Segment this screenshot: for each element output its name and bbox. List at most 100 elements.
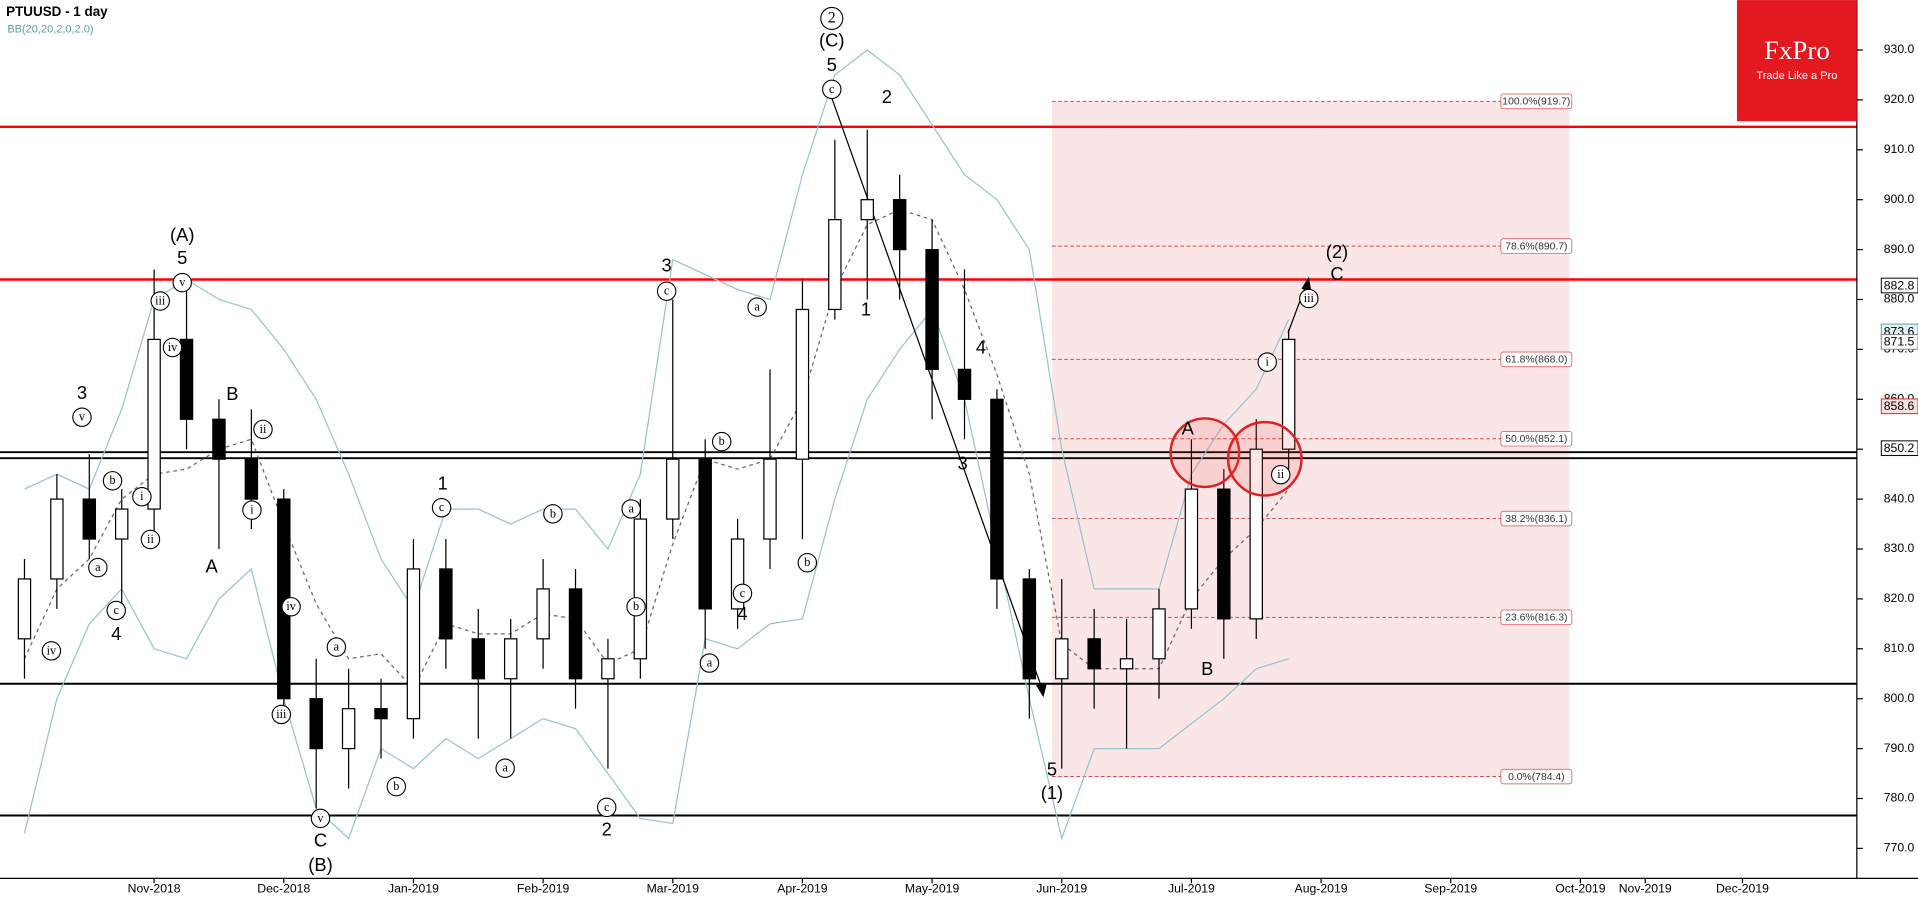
wave-circle <box>711 431 732 452</box>
fib-label-box <box>1500 93 1573 110</box>
x-tick-label: Mar-2019 <box>647 882 699 896</box>
wave-circle <box>242 500 262 520</box>
y-tick-label: 840.0 <box>1884 491 1915 505</box>
wave-circle <box>543 504 563 524</box>
price-marker-box <box>1880 440 1918 457</box>
wave-label: ii <box>1277 467 1284 481</box>
y-tick-label: 890.0 <box>1884 242 1915 256</box>
wave-label: v <box>179 275 186 289</box>
candle-body <box>828 219 842 311</box>
wave-label: a <box>754 300 760 314</box>
wave-label: b <box>719 434 725 448</box>
band-line <box>23 308 1289 841</box>
fib-label-box <box>1500 609 1573 626</box>
wave-circle <box>596 797 617 818</box>
fib-label-box <box>1500 238 1573 254</box>
wave-label: b <box>633 599 639 613</box>
band-line <box>24 49 1290 611</box>
wave-label: b <box>804 555 810 569</box>
wave-label: iii <box>276 707 287 721</box>
wave-circle <box>732 583 753 604</box>
wave-circle <box>102 471 123 491</box>
candles <box>17 129 1296 809</box>
wave-circle <box>271 704 292 725</box>
wave-circle <box>41 641 62 661</box>
wave-label: i <box>1266 355 1270 369</box>
wave-label: a <box>334 640 340 654</box>
fib-label: 100.0%(919.7) <box>1502 97 1570 108</box>
wave-label: B <box>226 383 238 404</box>
wave-circle <box>253 419 273 440</box>
wave-label: 4 <box>111 623 121 644</box>
chart-subtitle: BB(20,20,2,0,2.0) <box>7 23 93 35</box>
price-marker-box <box>1880 334 1918 350</box>
wave-label: c <box>829 82 835 96</box>
candle-body <box>82 498 97 540</box>
wave-label: ii <box>260 422 267 436</box>
wave-circle <box>326 637 347 657</box>
fib-label-box <box>1500 351 1573 368</box>
wave-label: C <box>1330 263 1343 284</box>
logo-box <box>1736 0 1857 122</box>
wave-label: 3 <box>77 382 87 403</box>
candle-body <box>114 508 129 540</box>
wave-circle <box>699 653 720 673</box>
y-tick-label: 920.0 <box>1884 92 1915 106</box>
wave-circle <box>88 557 108 578</box>
wave-label: iv <box>168 340 178 354</box>
candle-body <box>1249 448 1263 620</box>
y-tick-label: 820.0 <box>1884 591 1915 605</box>
wave-circle <box>431 497 452 518</box>
wave-circle <box>495 758 515 778</box>
wave-circle <box>822 79 842 100</box>
y-tick-label: 800.0 <box>1884 691 1915 705</box>
candle-body <box>1152 608 1166 660</box>
wave-label: A <box>205 555 218 576</box>
wave-label: b <box>109 473 115 487</box>
logo-tagline: Trade Like a Pro <box>1756 70 1837 82</box>
candle-body <box>50 498 64 580</box>
price-marker-label: 882.8 <box>1884 278 1915 292</box>
candle-body <box>795 308 810 460</box>
candle-body <box>179 338 194 420</box>
x-tick-label: Jun-2019 <box>1036 882 1087 896</box>
wave-circle <box>797 553 818 573</box>
candle-body <box>17 578 32 640</box>
arrow-head <box>1301 276 1312 292</box>
wave-label: 5 <box>827 54 837 75</box>
wave-label: iii <box>155 293 166 307</box>
wave-label: 5 <box>1047 759 1057 780</box>
wave-circle <box>626 597 646 617</box>
y-tick-label: 910.0 <box>1884 142 1915 156</box>
x-tick-label: Jul-2019 <box>1168 882 1215 896</box>
wave-label: C <box>314 829 327 850</box>
x-tick-label: Aug-2019 <box>1295 882 1348 896</box>
y-tick-label: 930.0 <box>1884 42 1915 56</box>
wave-label: 2 <box>882 86 892 107</box>
wave-circle <box>140 529 161 550</box>
wave-label: b <box>393 779 399 793</box>
wave-circle <box>1270 464 1291 485</box>
fib-label: 23.6%(816.3) <box>1505 613 1567 624</box>
wave-label: c <box>604 800 610 814</box>
wave-circle <box>1299 288 1319 309</box>
wave-label: i <box>250 503 254 517</box>
wave-circle <box>162 337 183 358</box>
x-tick-label: Apr-2019 <box>777 882 827 896</box>
candle-body <box>925 248 939 370</box>
x-tick-label: Dec-2018 <box>257 882 310 896</box>
fib-label: 0.0%(784.4) <box>1508 772 1565 783</box>
axes: 930.0920.0910.0900.0890.0880.0870.0860.0… <box>128 42 1918 896</box>
candle-body <box>309 698 323 750</box>
y-tick-label: 810.0 <box>1884 641 1915 655</box>
candle-body <box>212 418 226 460</box>
wave-circle <box>820 6 844 30</box>
highlight-circle <box>1226 420 1303 497</box>
wave-circle <box>747 297 767 317</box>
candle-body <box>763 458 777 540</box>
candle-body <box>1087 638 1101 670</box>
wave-label: 4 <box>976 337 986 358</box>
price-marker-label: 858.6 <box>1884 399 1915 413</box>
fib-label: 50.0%(852.1) <box>1505 434 1567 445</box>
